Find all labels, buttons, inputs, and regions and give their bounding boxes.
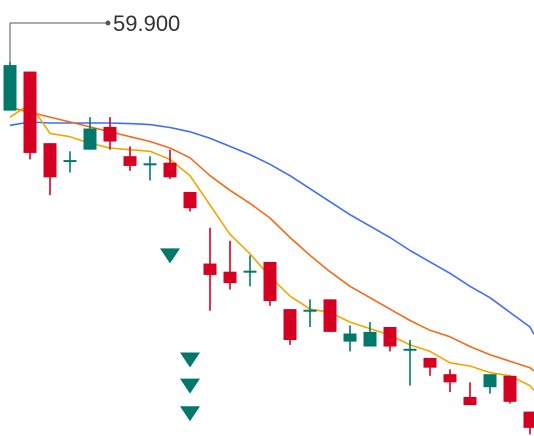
candle (383, 327, 397, 352)
candle (363, 322, 377, 347)
candle-body (183, 191, 197, 209)
candle (283, 309, 297, 345)
candle-body (343, 333, 357, 342)
candle-body (103, 126, 117, 142)
candle-body (363, 331, 377, 347)
candle (183, 191, 197, 212)
candle (223, 240, 237, 290)
candle (163, 149, 177, 179)
candle-body (83, 128, 97, 150)
candle-body (283, 309, 297, 341)
candle-body (3, 65, 17, 111)
candle (523, 411, 534, 435)
candle (503, 375, 517, 404)
candle (343, 325, 357, 352)
candle-body (423, 357, 437, 368)
candle-layer (3, 61, 534, 435)
candle-body (223, 271, 237, 284)
candle (43, 143, 57, 196)
candle (243, 255, 257, 287)
sell-signal-triangle (180, 352, 200, 368)
candle (83, 117, 97, 150)
candle (323, 299, 337, 332)
candle-body (443, 374, 457, 383)
candle (443, 369, 457, 393)
fast-moving-average-line (9, 103, 534, 391)
candle (463, 382, 477, 406)
candle (123, 146, 137, 171)
candle-body (523, 411, 534, 428)
candle (143, 156, 157, 181)
candle (403, 340, 417, 386)
sell-signal-triangle (180, 406, 200, 422)
mid-moving-average-line (9, 106, 534, 372)
candle-body (263, 261, 277, 301)
candle (423, 357, 437, 376)
candle (63, 151, 77, 173)
candle (103, 117, 117, 150)
candle-body (503, 375, 517, 402)
candle (203, 227, 217, 311)
peak-marker: 59.900 (9, 11, 180, 62)
sell-signal-triangle (160, 248, 180, 264)
candle-body (23, 71, 37, 153)
candle-body (463, 396, 477, 406)
candle (23, 71, 37, 160)
slow-moving-average-line (9, 121, 534, 335)
candle (3, 61, 17, 111)
candle (263, 261, 277, 306)
candle-body (323, 299, 337, 332)
candle-body (383, 327, 397, 347)
candle-body (163, 162, 177, 178)
candle (303, 299, 317, 327)
signal-layer (160, 248, 200, 422)
sell-signal-triangle (180, 378, 200, 394)
candle-body (123, 156, 137, 166)
candle-body (43, 143, 57, 178)
candle (483, 374, 497, 394)
peak-price-label: 59.900 (113, 11, 180, 36)
candle-body (483, 374, 497, 388)
moving-average-layer (9, 103, 534, 391)
peak-dot (105, 20, 111, 26)
candle-body (203, 263, 217, 275)
